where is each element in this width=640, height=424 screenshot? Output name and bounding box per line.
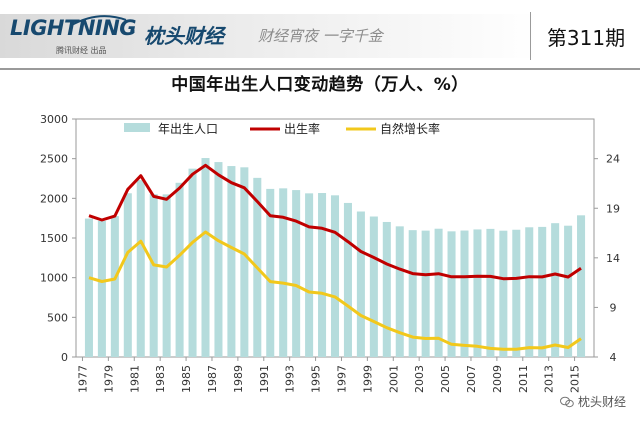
- bar: [499, 230, 508, 357]
- header-divider: [0, 68, 640, 70]
- bar: [162, 194, 171, 357]
- bar: [97, 220, 106, 357]
- bar: [279, 188, 288, 357]
- bar: [473, 229, 482, 357]
- bar: [382, 221, 391, 357]
- bar: [486, 228, 495, 357]
- left-tick-label: 1500: [40, 232, 68, 245]
- left-tick-label: 2000: [40, 192, 68, 205]
- bar: [123, 193, 132, 357]
- x-tick-label: 1997: [335, 365, 348, 393]
- brand-name: 枕头财经: [144, 24, 224, 48]
- issue-box: 第311期: [530, 12, 640, 60]
- wechat-icon: [559, 396, 574, 407]
- bar-series-births: [84, 158, 586, 357]
- bar: [330, 195, 340, 357]
- natural-growth-line: [88, 230, 582, 351]
- bar: [201, 158, 210, 357]
- logo-subtext: 腾讯财经 出品: [56, 46, 107, 55]
- x-tick-label: 1987: [206, 365, 219, 393]
- x-tick-label: 1977: [76, 365, 89, 393]
- bar: [305, 193, 314, 357]
- bar: [227, 166, 236, 357]
- bar: [460, 230, 469, 357]
- lightning-logo: LIGHTNING 腾讯财经 出品: [10, 14, 137, 58]
- right-tick-label: 14: [606, 252, 620, 265]
- bar: [110, 216, 119, 357]
- left-tick-label: 0: [61, 351, 68, 364]
- bar: [188, 168, 197, 357]
- legend: 年出生人口 出生率 自然增长率: [124, 121, 440, 136]
- right-tick-label: 24: [606, 153, 620, 166]
- bar: [292, 190, 301, 357]
- birth-rate-line: [88, 163, 582, 281]
- x-tick-label: 2015: [569, 365, 582, 393]
- legend-swatch-bar: [124, 123, 150, 132]
- bar: [266, 188, 275, 357]
- bar: [447, 231, 456, 357]
- bar: [356, 211, 365, 357]
- bar: [564, 225, 573, 357]
- x-tick-label: 2009: [491, 365, 504, 393]
- left-tick-label: 3000: [40, 113, 68, 126]
- x-tick-label: 2003: [413, 365, 426, 393]
- right-tick-label: 4: [610, 351, 617, 364]
- bar: [512, 229, 521, 357]
- line-series: [88, 163, 582, 351]
- right-tick-label: 19: [606, 202, 620, 215]
- issue-number: 第311期: [546, 25, 626, 50]
- x-tick-label: 2001: [387, 365, 400, 393]
- left-tick-label: 2500: [40, 153, 68, 166]
- bar: [149, 194, 158, 357]
- legend-label: 年出生人口: [158, 122, 218, 136]
- right-tick-label: 9: [610, 301, 617, 314]
- bar: [395, 226, 404, 357]
- watermark-text: 枕头财经: [577, 395, 626, 409]
- x-tick-label: 1989: [232, 365, 245, 393]
- left-tick-label: 500: [47, 311, 68, 324]
- bar: [84, 218, 93, 357]
- bar: [408, 230, 417, 357]
- x-tick-label: 1981: [128, 365, 141, 393]
- right-axis: 4 9 14 19 24: [594, 153, 620, 364]
- bar: [434, 228, 443, 357]
- x-tick-label: 1979: [102, 365, 115, 393]
- x-axis: 1977 1979 1981 1983 1985 1987 1989 1991 1993 1995…: [76, 357, 582, 393]
- logo-swoosh-icon: [69, 15, 127, 27]
- bar: [421, 230, 430, 357]
- header: LIGHTNING 腾讯财经 出品 · 枕头财经 财经宵夜 一字千金 第311期: [0, 0, 640, 70]
- watermark: 枕头财经: [559, 393, 626, 410]
- bar: [240, 167, 249, 357]
- legend-label: 自然增长率: [380, 121, 440, 136]
- bar: [136, 180, 145, 357]
- bar: [318, 193, 327, 357]
- logo-text: LIGHTNING: [10, 16, 137, 40]
- x-tick-label: 2007: [465, 365, 478, 393]
- x-tick-label: 1995: [310, 365, 323, 393]
- header-band: [0, 14, 540, 58]
- slogan: 财经宵夜 一字千金: [258, 27, 383, 45]
- x-tick-label: 1999: [361, 365, 374, 393]
- x-tick-label: 1983: [154, 365, 167, 393]
- x-tick-label: 1985: [180, 365, 193, 393]
- left-axis: 0 500 1000 1500 2000 2500 3000: [40, 113, 76, 364]
- x-tick-label: 2005: [439, 365, 452, 393]
- bar: [525, 227, 534, 357]
- bar: [214, 162, 223, 357]
- x-tick-label: 2011: [517, 365, 530, 393]
- bar: [538, 226, 547, 357]
- bar: [175, 182, 184, 357]
- bar: [343, 202, 352, 357]
- bar: [369, 216, 378, 357]
- brand-separator: ·: [130, 22, 137, 41]
- chart-title: 中国年出生人口变动趋势（万人、%）: [171, 75, 469, 95]
- left-tick-label: 1000: [40, 272, 68, 285]
- legend-label: 出生率: [284, 121, 320, 136]
- x-tick-label: 2013: [543, 365, 556, 393]
- bar: [551, 223, 560, 357]
- bar: [577, 215, 586, 357]
- x-tick-label: 1993: [284, 365, 297, 393]
- x-tick-label: 1991: [258, 365, 271, 393]
